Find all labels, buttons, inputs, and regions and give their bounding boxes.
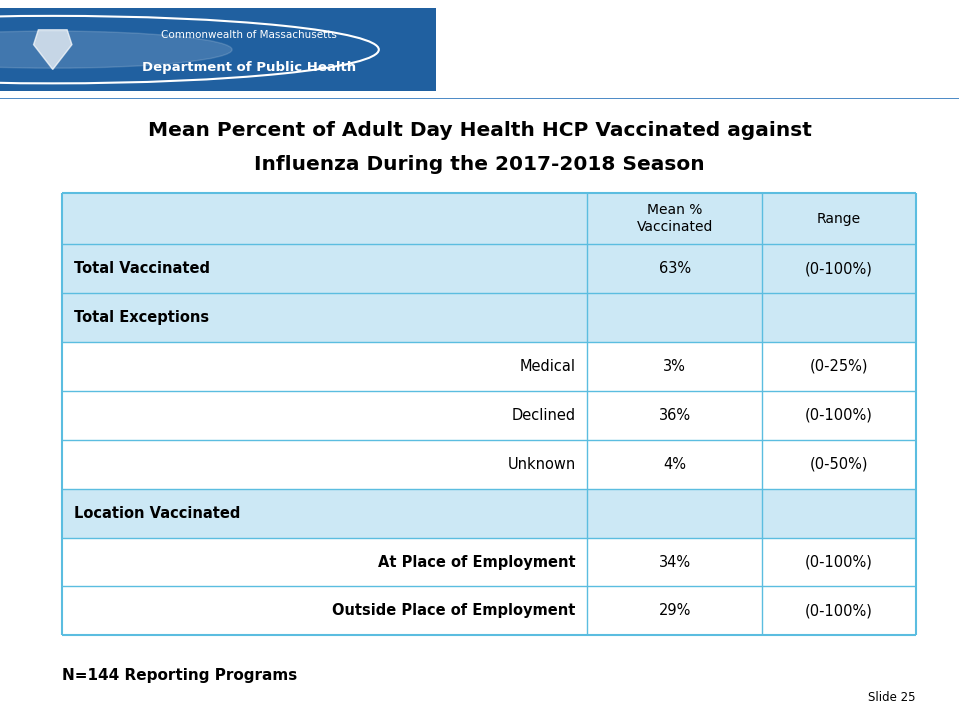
Text: Medical: Medical [520,359,575,374]
Text: (0-100%): (0-100%) [806,554,873,569]
Text: 29%: 29% [659,603,690,618]
Text: Mean %
Vaccinated: Mean % Vaccinated [637,203,713,234]
Text: (0-100%): (0-100%) [806,408,873,423]
Bar [62,244,916,293]
Bar [62,193,916,244]
Text: N=144 Reporting Programs: N=144 Reporting Programs [62,668,297,683]
Text: 36%: 36% [659,408,690,423]
Bar [62,342,916,391]
Text: (0-100%): (0-100%) [806,261,873,276]
Text: (0-100%): (0-100%) [806,603,873,618]
Text: Total Exceptions: Total Exceptions [74,310,209,325]
Text: Location Vaccinated: Location Vaccinated [74,505,240,521]
Text: Unknown: Unknown [507,457,575,472]
Text: Declined: Declined [511,408,575,423]
Text: 63%: 63% [659,261,690,276]
Text: 2017-2018 Results:: 2017-2018 Results: [576,22,805,42]
Bar [62,440,916,489]
Text: Outside Place of Employment: Outside Place of Employment [333,603,575,618]
Bar [62,538,916,587]
Text: At Place of Employment: At Place of Employment [378,554,575,569]
Bar [62,489,916,538]
Text: Adult Day Health Programs: Adult Day Health Programs [530,63,851,83]
Text: Commonwealth of Massachusetts: Commonwealth of Massachusetts [161,29,338,40]
Text: Range: Range [817,212,861,226]
Bar [62,391,916,440]
Polygon shape [34,29,72,70]
Text: 4%: 4% [664,457,687,472]
Text: Influenza During the 2017-2018 Season: Influenza During the 2017-2018 Season [254,155,705,174]
Text: Mean Percent of Adult Day Health HCP Vaccinated against: Mean Percent of Adult Day Health HCP Vac… [148,121,811,140]
Text: Department of Public Health: Department of Public Health [142,61,357,74]
Bar [0,8,436,91]
Bar [62,293,916,342]
Circle shape [0,31,232,68]
Text: 34%: 34% [659,554,690,569]
Text: 3%: 3% [664,359,687,374]
Text: (0-25%): (0-25%) [809,359,868,374]
Text: Slide 25: Slide 25 [868,691,916,704]
Text: Total Vaccinated: Total Vaccinated [74,261,210,276]
Text: (0-50%): (0-50%) [809,457,868,472]
Bar [62,587,916,636]
